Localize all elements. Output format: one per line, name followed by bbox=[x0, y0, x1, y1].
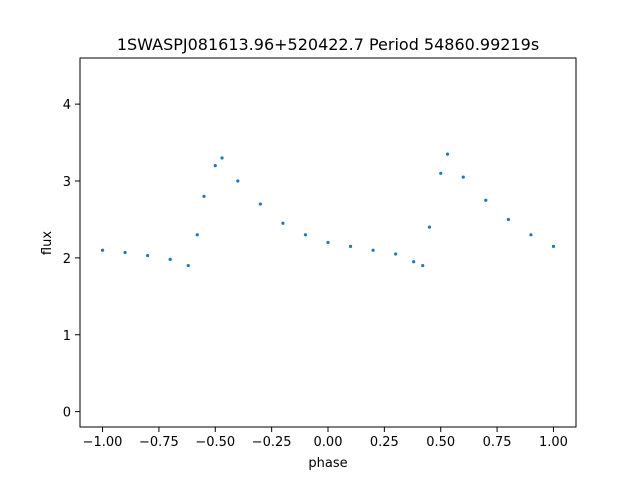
x-tick-label: 0.00 bbox=[314, 435, 343, 450]
x-tick-label: 0.25 bbox=[370, 435, 399, 450]
data-point bbox=[100, 248, 105, 252]
data-point bbox=[123, 250, 127, 255]
y-tick-label: 2 bbox=[63, 252, 71, 267]
x-tick-label: −0.25 bbox=[252, 435, 292, 450]
x-axis-label: phase bbox=[308, 456, 347, 471]
data-point bbox=[529, 233, 533, 237]
data-point bbox=[394, 252, 398, 256]
x-tick-label: 0.50 bbox=[426, 435, 455, 450]
data-point bbox=[371, 248, 375, 252]
scatter-points bbox=[100, 152, 556, 268]
data-point bbox=[445, 152, 450, 156]
data-point bbox=[195, 233, 199, 237]
data-point bbox=[186, 263, 190, 268]
x-axis: −1.00 −0.75 −0.50 −0.25 0.00 0.25 0.50 0.75 1.00 bbox=[83, 427, 568, 450]
data-point bbox=[258, 202, 262, 206]
x-tick-label: −0.75 bbox=[139, 435, 179, 450]
y-tick-label: 1 bbox=[63, 329, 71, 344]
data-point bbox=[439, 171, 443, 175]
data-point bbox=[213, 164, 217, 168]
data-point bbox=[506, 217, 510, 222]
x-tick-label: 1.00 bbox=[539, 435, 568, 450]
y-tick-label: 4 bbox=[63, 98, 71, 113]
y-tick-label: 3 bbox=[63, 175, 71, 190]
data-point bbox=[220, 156, 224, 160]
data-point bbox=[146, 253, 150, 258]
data-point bbox=[348, 244, 353, 248]
data-point bbox=[326, 240, 330, 245]
data-point bbox=[421, 263, 425, 268]
data-point bbox=[461, 175, 465, 179]
chart-title: 1SWASPJ081613.96+520422.7 Period 54860.9… bbox=[117, 35, 539, 54]
x-tick-label: −1.00 bbox=[83, 435, 123, 450]
y-tick-label: 0 bbox=[63, 406, 71, 421]
data-point bbox=[202, 194, 206, 198]
data-point bbox=[551, 244, 556, 248]
data-point bbox=[303, 233, 308, 237]
data-point bbox=[484, 198, 488, 202]
x-tick-label: 0.75 bbox=[483, 435, 512, 450]
data-point bbox=[412, 260, 416, 264]
x-tick-label: −0.50 bbox=[195, 435, 235, 450]
y-axis-label: flux bbox=[40, 231, 55, 255]
data-point bbox=[427, 225, 432, 229]
y-axis: 0 1 2 3 4 bbox=[63, 98, 80, 421]
data-point bbox=[281, 221, 285, 225]
data-point bbox=[168, 257, 172, 262]
data-point bbox=[236, 179, 240, 183]
